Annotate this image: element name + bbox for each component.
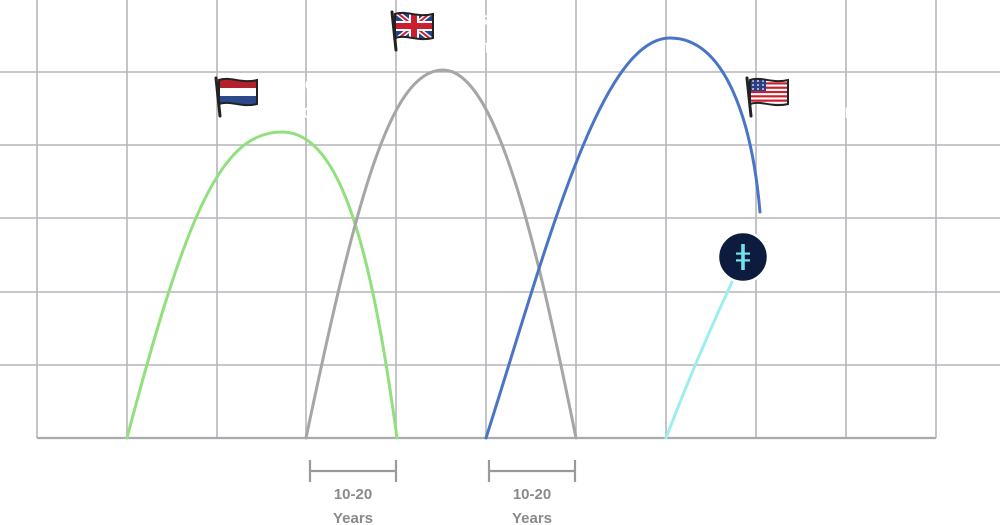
span-2: 10-20 Years <box>487 460 577 525</box>
british-pound-label-0: British <box>446 9 499 30</box>
us-flag-icon <box>745 76 789 118</box>
flagpole <box>745 76 753 118</box>
span-2-label-0: 10-20 <box>513 486 551 503</box>
dutch-guilder-label-0: Dutch <box>275 74 325 95</box>
flagpole <box>214 76 222 118</box>
dutch-guilder-curve <box>125 130 399 440</box>
british-pound-label-1: Pound <box>445 37 500 58</box>
uk-flag-icon <box>390 10 434 52</box>
duration-spans: 10-20 Years 10-20 Years <box>308 460 577 525</box>
us-dollar-label-0: US <box>813 74 839 95</box>
currency-labels: Dutch Guilder British Pound US Dollar ISC <box>269 9 851 269</box>
span-1: 10-20 Years <box>308 460 398 525</box>
netherlands-flag-icon <box>214 76 258 118</box>
span-1-label-0: 10-20 <box>334 486 372 503</box>
us-dollar-label-1: Dollar <box>801 102 851 123</box>
isc-logo-icon <box>716 230 770 284</box>
span-2-label-1: Years <box>512 510 552 525</box>
us-dollar-curve <box>484 36 762 440</box>
span-1-label-1: Years <box>333 510 373 525</box>
dutch-guilder-label-1: Guilder <box>269 102 331 123</box>
flagpole <box>390 10 398 52</box>
isc-curve <box>664 278 735 440</box>
isc-label-0: ISC <box>781 248 813 269</box>
currency-icons <box>214 10 789 284</box>
british-pound-curve <box>304 68 578 440</box>
currency-curves <box>125 36 762 440</box>
grid <box>0 0 1000 440</box>
